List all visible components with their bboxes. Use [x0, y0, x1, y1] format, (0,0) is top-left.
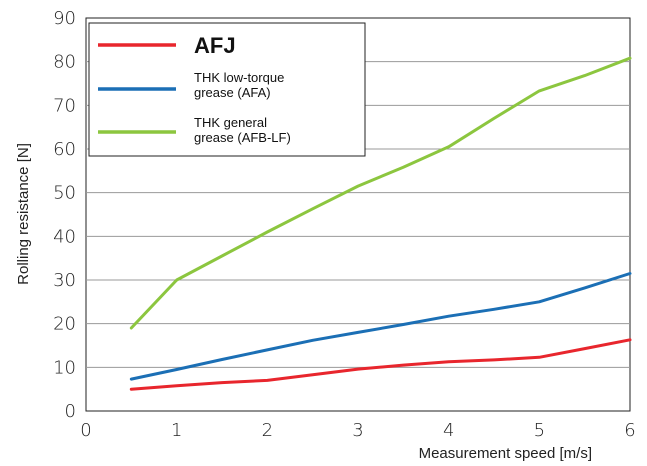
y-tick-label-40: 40 [53, 226, 76, 247]
x-tick-labels: 0 1 2 3 4 5 6 [80, 420, 635, 441]
y-tick-label-0: 0 [65, 401, 76, 422]
series-line-1 [129, 272, 632, 381]
legend-label-afb-lf: THK general grease (AFB-LF) [194, 115, 291, 145]
y-tick-label-60: 60 [53, 139, 76, 160]
series-line-0 [129, 338, 632, 391]
y-tick-label-80: 80 [53, 52, 76, 73]
series-line-2 [129, 56, 632, 330]
x-tick-label-4: 4 [443, 420, 454, 441]
x-tick-label-3: 3 [352, 420, 363, 441]
x-tick-label-6: 6 [624, 420, 635, 441]
x-axis-title: Measurement speed [m/s] [419, 445, 592, 462]
series-lines [129, 56, 632, 391]
x-tick-label-1: 1 [171, 420, 182, 441]
x-tick-label-5: 5 [534, 420, 545, 441]
legend: AFJ THK low-torque grease (AFA) THK gener… [88, 22, 366, 157]
y-tick-label-20: 20 [53, 314, 76, 335]
y-tick-label-90: 90 [53, 8, 76, 29]
y-tick-labels: 0 10 20 30 40 50 60 70 80 90 [53, 8, 76, 422]
y-tick-label-10: 10 [53, 357, 76, 378]
plot-frame [85, 17, 631, 412]
legend-label-afa: THK low-torque grease (AFA) [194, 70, 284, 100]
x-tick-label-2: 2 [262, 420, 273, 441]
y-axis-title: Rolling resistance [N] [15, 143, 32, 285]
x-tick-label-0: 0 [80, 420, 91, 441]
y-tick-label-30: 30 [53, 270, 76, 291]
legend-label-afj: AFJ [194, 33, 236, 58]
y-tick-label-70: 70 [53, 95, 76, 116]
y-tick-label-50: 50 [53, 183, 76, 204]
